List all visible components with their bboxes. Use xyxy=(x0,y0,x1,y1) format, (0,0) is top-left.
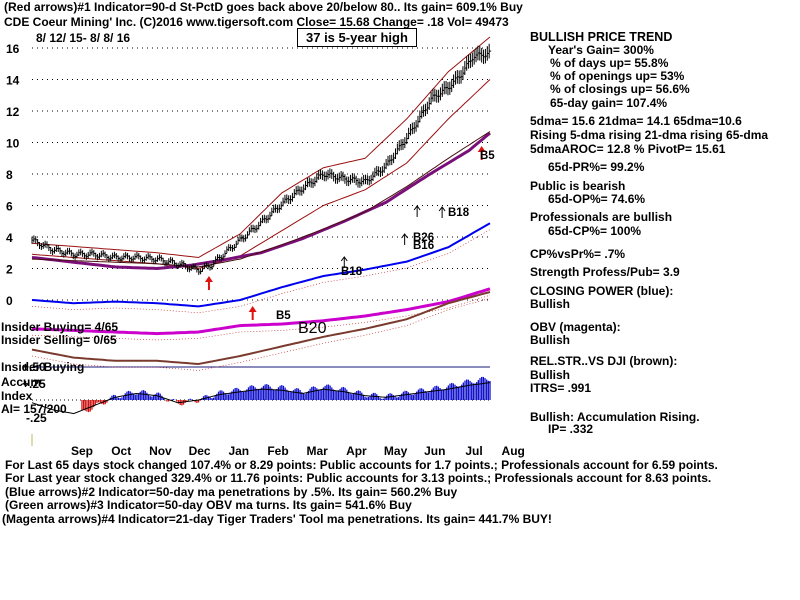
closing_power-line xyxy=(31,222,491,308)
panel-line: CP%vsPr%= .7% xyxy=(530,247,626,261)
signal-b18-upper: B18 xyxy=(448,207,470,219)
footer-line5: (Magenta arrows)#4 Indicator=21-day Tige… xyxy=(2,512,552,526)
panel-line: 65-day gain= 107.4% xyxy=(550,96,668,110)
x-tick-label: Feb xyxy=(267,444,288,458)
buy-arrow-head xyxy=(204,276,213,282)
accum-tick-label: +.25 xyxy=(22,377,46,391)
x-tick-label: Oct xyxy=(111,444,131,458)
insider-buying-label-2: Insider Buying xyxy=(1,360,85,374)
x-tick-label: Mar xyxy=(307,444,329,458)
panel-line: Bullish xyxy=(530,297,571,311)
upper_band-line xyxy=(31,36,491,259)
panel-line: CLOSING POWER (blue): xyxy=(530,284,674,298)
y-tick-label: 14 xyxy=(6,74,20,88)
panel-line: Bullish xyxy=(530,333,571,347)
insider-selling-label: Insider Selling= 0/65 xyxy=(1,333,117,347)
footer-line3: (Blue arrows)#2 Indicator=50-day ma pene… xyxy=(5,485,458,499)
signal-b5-upper: B5 xyxy=(480,150,495,162)
y-tick-label: 6 xyxy=(6,200,13,214)
y-tick-label: 4 xyxy=(6,231,13,245)
buy-arrow-head xyxy=(248,306,257,312)
obv-line xyxy=(31,287,491,336)
x-tick-label: May xyxy=(384,444,408,458)
ma65-line xyxy=(31,131,491,271)
x-tick-label: Jul xyxy=(465,444,482,458)
price-series xyxy=(31,43,492,320)
panel-line: IP= .332 xyxy=(548,422,594,436)
index-label: Index xyxy=(1,389,33,403)
panel-line: Year's Gain= 300% xyxy=(548,43,654,57)
signal-arrow-head xyxy=(413,205,421,211)
rel_strength-line xyxy=(31,291,491,366)
header-line1: (Red arrows)#1 Indicator=90-d St-PctD go… xyxy=(4,0,523,14)
y-tick-label: 12 xyxy=(6,105,20,119)
accum-label: Accum xyxy=(1,375,42,389)
signal-arrow-head xyxy=(340,256,348,262)
panel-line: Bullish xyxy=(530,368,571,382)
accum-tick-label: +.50 xyxy=(22,360,46,374)
panel-line: Public is bearish xyxy=(530,179,626,193)
x-tick-label: Dec xyxy=(189,444,211,458)
header-line2: CDE Coeur Mining' Inc. (C)2016 www.tiger… xyxy=(4,15,509,29)
footer-line1: For Last 65 days stock changed 107.4% or… xyxy=(5,458,718,472)
axis-labels: 0 2 4 6 8 10 12 14 16 +.50 +.25 -.25 Sep Oct Nov Dec Jan… xyxy=(6,42,525,458)
signal-arrow-head xyxy=(401,233,409,239)
date-range: 8/ 12/ 15- 8/ 8/ 16 xyxy=(36,31,131,45)
accumulation-bars xyxy=(31,376,491,415)
x-tick-label: Aug xyxy=(502,444,525,458)
panel-line: Professionals are bullish xyxy=(530,210,673,224)
panel-line: 5dma= 15.6 21dma= 14.1 65dma=10.6 xyxy=(530,114,742,128)
signal-b20: B20 xyxy=(298,320,327,337)
closing_power-signal-line xyxy=(31,229,491,314)
signal-arrow-head xyxy=(438,206,446,212)
x-tick-label: Nov xyxy=(149,444,172,458)
panel-line: ITRS= .991 xyxy=(530,381,592,395)
footer-line4: (Green arrows)#3 Indicator=50-day OBV ma… xyxy=(5,498,412,512)
x-tick-label: Apr xyxy=(346,444,367,458)
panel-line: 65d-PR%= 99.2% xyxy=(548,160,645,174)
panel-line: 65d-CP%= 100% xyxy=(548,224,642,238)
signal-b26: B26 xyxy=(413,232,435,244)
rel_strength-signal-line xyxy=(31,298,491,371)
panel-line: Bullish: Accumulation Rising. xyxy=(530,410,700,424)
panel-line: Strength Profess/Pub= 3.9 xyxy=(530,265,680,279)
panel-title: BULLISH PRICE TREND xyxy=(530,30,673,44)
accum-tick-label: -.25 xyxy=(26,411,47,425)
signal-b5-lower: B5 xyxy=(276,310,291,322)
panel-line: % of openings up= 53% xyxy=(550,69,685,83)
ai-label: AI= 157/200 xyxy=(1,402,67,416)
indicator-lines xyxy=(31,36,491,371)
panel-line: 5dmaAROC= 12.8 % PivotP= 15.61 xyxy=(530,142,726,156)
footer-line2: For Last year stock changed 329.4% or 11… xyxy=(5,471,712,485)
y-tick-label: 2 xyxy=(6,263,13,277)
panel-line: % of closings up= 56.6% xyxy=(550,82,690,96)
y-tick-label: 0 xyxy=(6,294,13,308)
x-tick-label: Jun xyxy=(424,444,445,458)
high-badge: 37 is 5-year high xyxy=(297,28,417,47)
buy-arrow-head xyxy=(477,146,486,152)
ma_dark-line xyxy=(31,131,491,268)
signal-b16: B16 xyxy=(413,240,435,252)
insider-buying-label: Insider Buying= 4/65 xyxy=(1,320,119,334)
y-tick-label: 8 xyxy=(6,168,13,182)
lower_band-line xyxy=(31,79,491,270)
x-tick-label: Jan xyxy=(228,444,249,458)
panel-line: % of days up= 55.8% xyxy=(550,56,669,70)
panel-line: 65d-OP%= 74.6% xyxy=(548,192,646,206)
panel-line: Rising 5-dma rising 21-dma rising 65-dma xyxy=(530,128,769,142)
panel-line: OBV (magenta): xyxy=(530,320,621,334)
accum-ma-line xyxy=(31,382,491,415)
y-tick-label: 16 xyxy=(6,42,20,56)
panel-line: REL.STR..VS DJI (brown): xyxy=(530,354,678,368)
signal-b18-lower: B18 xyxy=(341,266,363,278)
y-tick-label: 10 xyxy=(6,137,20,151)
x-tick-label: Sep xyxy=(71,444,93,458)
